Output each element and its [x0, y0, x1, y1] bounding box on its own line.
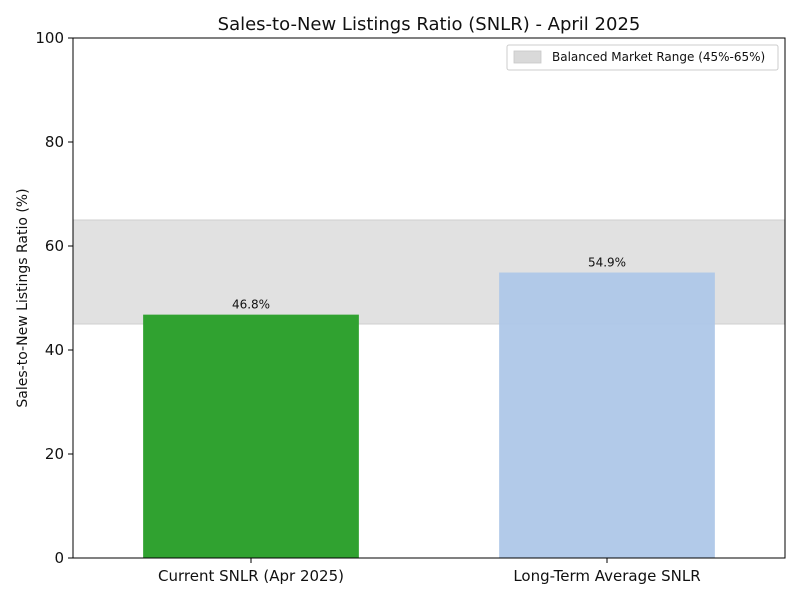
axes-layer: 0 20 40 60 80 100 Current SNLR (Apr 2025) Long-…: [35, 29, 786, 585]
legend-band-swatch: [513, 50, 542, 64]
y-tick-label-40: 40: [45, 341, 64, 359]
y-tick-label-20: 20: [45, 445, 64, 463]
y-axis-label: Sales-to-New Listings Ratio (%): [15, 188, 31, 407]
y-tick-label-80: 80: [45, 133, 64, 151]
legend-band-label: Balanced Market Range (45%-65%): [552, 50, 765, 64]
plot-frame: [72, 37, 786, 559]
y-tick-label-100: 100: [35, 29, 64, 47]
y-tick-label-60: 60: [45, 237, 64, 255]
y-tick-label-0: 0: [54, 549, 64, 567]
chart-title: Sales-to-New Listings Ratio (SNLR) - Apr…: [218, 14, 641, 35]
bar-0: [143, 314, 359, 558]
bar-value-label-0: 46.8%: [232, 298, 270, 312]
data-labels-layer: 46.8% 54.9%: [232, 256, 626, 312]
legend-frame: [506, 44, 779, 71]
x-tick-label-0: Current SNLR (Apr 2025): [158, 567, 344, 585]
bar-value-label-1: 54.9%: [588, 256, 626, 270]
x-tick-label-1: Long-Term Average SNLR: [513, 567, 700, 585]
bar-1: [499, 272, 715, 558]
bars-layer: [143, 272, 715, 558]
legend: Balanced Market Range (45%-65%): [506, 44, 779, 71]
